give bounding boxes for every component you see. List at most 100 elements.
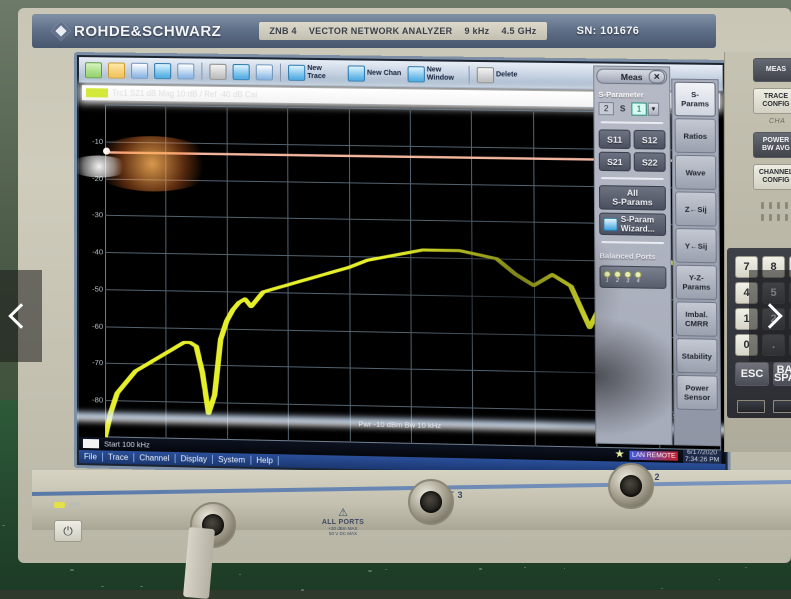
s11-button[interactable]: S11 — [599, 129, 631, 149]
toolbar-separator — [280, 63, 281, 81]
toolbar-button-new-trace[interactable]: New Trace — [286, 61, 344, 84]
screen-bezel: New Trace New Chan New Window Delete — [74, 52, 731, 482]
hardkey-channel-config[interactable]: CHANNEL CONFIG — [753, 164, 791, 190]
balanced-port-3[interactable]: 3 — [624, 270, 631, 283]
toolbar-separator — [468, 65, 469, 83]
softkey-power-sensor[interactable]: Power Sensor — [676, 375, 718, 411]
menu-item-trace[interactable]: Trace — [103, 452, 134, 462]
toolbar-button-open[interactable] — [83, 59, 104, 81]
s12-button[interactable]: S12 — [634, 130, 666, 150]
port-number: 1 — [606, 277, 609, 283]
brand-logo: ROHDE&SCHWARZ — [54, 23, 221, 40]
s21-button[interactable]: S21 — [599, 152, 631, 172]
softkey-y-z-params[interactable]: Y-Z- Params — [676, 265, 718, 300]
toolbar-button-folder[interactable] — [106, 59, 127, 81]
vna-instrument: ROHDE&SCHWARZ ZNB 4 VECTOR NETWORK ANALY… — [18, 8, 791, 563]
bench-speck — [479, 568, 482, 569]
toolbar-button-new-window[interactable]: New Window — [405, 63, 463, 86]
toolbar-button-marker[interactable] — [254, 61, 275, 83]
bench-speck — [239, 574, 241, 575]
y-axis-label: -70 — [92, 358, 103, 367]
timestamp: 6/17/2020 7:34:26 PM — [683, 450, 722, 464]
balanced-port-1[interactable]: 1 — [604, 270, 611, 283]
balanced-port-2[interactable]: 2 — [614, 270, 621, 283]
new-trace-label: New Trace — [307, 64, 341, 81]
softkey-y-from-sij[interactable]: Y←Sij — [675, 228, 716, 263]
key-esc[interactable]: ESC — [735, 362, 769, 386]
toolbar-button-screenshot[interactable] — [175, 60, 196, 82]
toolbar-button-delete[interactable]: Delete — [475, 63, 520, 86]
screenshot-icon — [177, 63, 194, 79]
freq-high: 4.5 GHz — [501, 26, 536, 36]
rs-diamond-icon — [51, 21, 71, 41]
port-dot-icon — [614, 270, 621, 277]
hardkey-panel: MEAS TRACE CONFIG CHA POWER BW AVG CHANN… — [724, 52, 791, 452]
diagram-row: Trc1 S21 dB Mag 10 dB / Ref -40 dB Cal — [79, 83, 725, 450]
all-s-params-button[interactable]: All S-Params — [599, 185, 666, 210]
softkey-ratios[interactable]: Ratios — [675, 118, 716, 153]
toolbar-button-save[interactable] — [129, 59, 150, 81]
menu-item-display[interactable]: Display — [175, 454, 213, 464]
new-chan-label: New Chan — [367, 69, 401, 77]
output-port-field[interactable]: 2 — [598, 102, 613, 115]
previous-image-button[interactable] — [0, 270, 42, 362]
model-number: ZNB 4 — [269, 26, 297, 36]
status-led-grey — [69, 502, 80, 508]
s-parameter-label: S-Parameter — [598, 90, 665, 100]
new-window-label: New Window — [427, 66, 462, 83]
softkey-imbal-cmrr[interactable]: Imbal. CMRR — [676, 301, 718, 336]
toolbar-button-zoom[interactable] — [231, 60, 252, 82]
close-icon[interactable]: ✕ — [649, 70, 666, 83]
s-symbol: S — [615, 102, 630, 115]
bench-speck — [385, 569, 388, 570]
softkey-z-from-sij[interactable]: Z←Sij — [675, 191, 716, 226]
delete-icon — [477, 67, 494, 83]
port-dot-icon — [634, 271, 641, 278]
softkey-column: S- Params Ratios Wave Z←Sij Y←Sij Y-Z- P… — [671, 79, 721, 447]
toolbar-button-undo[interactable] — [207, 60, 228, 82]
softkey-wave[interactable]: Wave — [675, 155, 716, 190]
port-2-connector[interactable] — [608, 463, 654, 509]
hardkey-trace-config[interactable]: TRACE CONFIG — [753, 88, 791, 114]
balanced-ports-diagram[interactable]: 1 2 3 4 — [599, 265, 666, 289]
balanced-ports-label: Balanced Ports — [599, 251, 666, 261]
divider — [601, 177, 664, 180]
port-dot-icon — [604, 270, 611, 277]
new-channel-icon — [348, 65, 365, 81]
menu-item-system[interactable]: System — [213, 455, 251, 465]
balanced-port-4[interactable]: 4 — [634, 271, 641, 284]
connector-inner — [620, 475, 642, 497]
input-port-field[interactable]: 1 — [631, 102, 646, 115]
y-axis-label: -30 — [92, 210, 103, 219]
marker-dot[interactable] — [103, 148, 110, 155]
key-backspace[interactable]: BACK SPACE — [773, 362, 791, 386]
chevron-down-icon[interactable]: ▼ — [648, 103, 659, 116]
softkey-s-params[interactable]: S- Params — [674, 82, 715, 117]
instrument-type: VECTOR NETWORK ANALYZER — [309, 26, 453, 36]
s-parameter-input-group[interactable]: 2 S 1 ▼ — [598, 102, 665, 116]
menu-item-help[interactable]: Help — [251, 456, 279, 466]
menu-item-file[interactable]: File — [79, 452, 103, 462]
hardkey-meas[interactable]: MEAS — [753, 58, 791, 82]
port-3-connector[interactable] — [408, 479, 454, 525]
y-axis-label: -60 — [92, 321, 103, 330]
warning-title: ALL PORTS — [304, 519, 382, 526]
start-frequency-label: Start 100 kHz — [104, 439, 150, 449]
toolbar-button-print[interactable] — [152, 59, 173, 81]
marker-icon — [256, 64, 273, 80]
usb-port — [773, 400, 791, 413]
meas-dialog[interactable]: Meas ✕ S-Parameter 2 S 1 ▼ — [593, 65, 673, 445]
hardkey-power-bw-avg[interactable]: POWER BW AVG — [753, 132, 791, 158]
power-button[interactable]: ⏻ — [54, 520, 82, 542]
new-window-icon — [407, 66, 424, 82]
toolbar-button-new-chan[interactable]: New Chan — [346, 62, 404, 85]
softkey-stability[interactable]: Stability — [676, 338, 718, 374]
undo-icon — [209, 63, 226, 79]
next-image-button[interactable] — [749, 270, 791, 362]
s-param-wizard-button[interactable]: S-Param Wizard... — [599, 213, 666, 236]
y-axis-label: -40 — [92, 247, 103, 256]
s22-button[interactable]: S22 — [634, 152, 666, 172]
menu-item-channel[interactable]: Channel — [134, 453, 175, 463]
status-chip — [83, 439, 99, 448]
connector-inner — [420, 491, 442, 513]
